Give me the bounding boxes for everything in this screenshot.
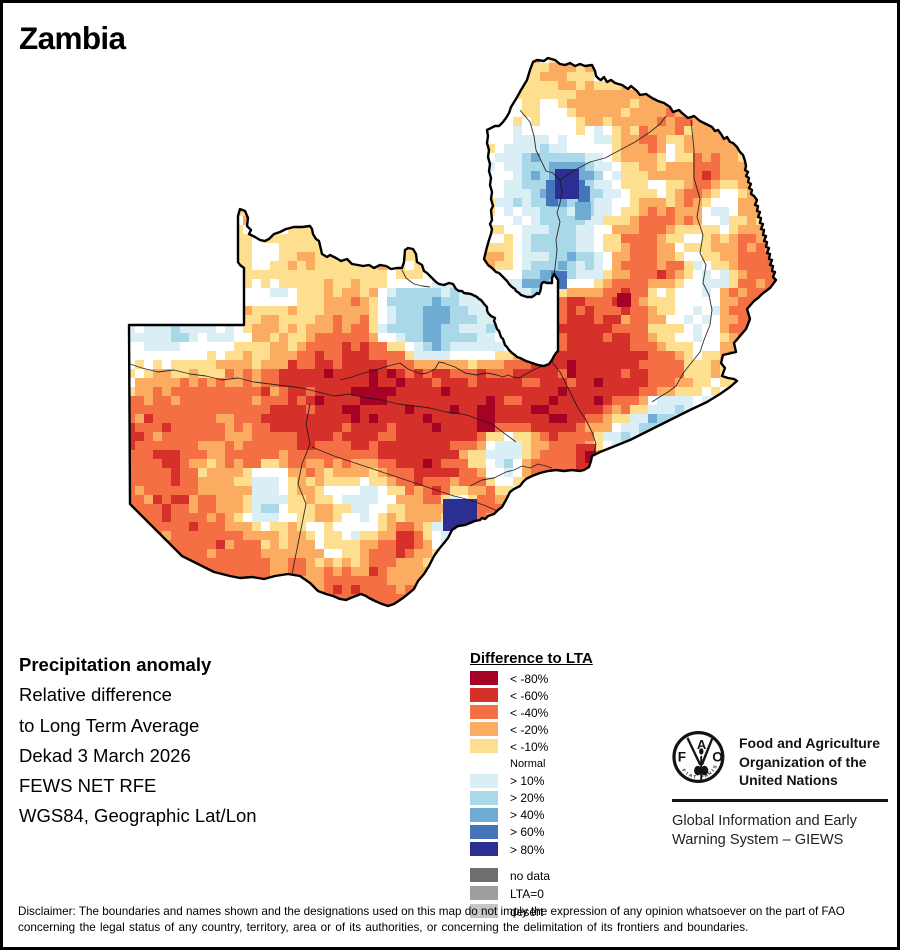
svg-text:N: N <box>707 770 713 776</box>
svg-text:I: I <box>685 771 689 776</box>
svg-text:P: P <box>700 774 704 780</box>
svg-text:A: A <box>688 772 694 778</box>
svg-text:I: I <box>710 768 715 772</box>
svg-text:S: S <box>712 764 718 769</box>
svg-text:O: O <box>712 750 723 765</box>
svg-text:F: F <box>678 750 686 765</box>
svg-text:A: A <box>704 772 710 778</box>
svg-text:T: T <box>693 774 697 780</box>
svg-text:F: F <box>681 768 687 773</box>
svg-text:A: A <box>697 737 707 752</box>
